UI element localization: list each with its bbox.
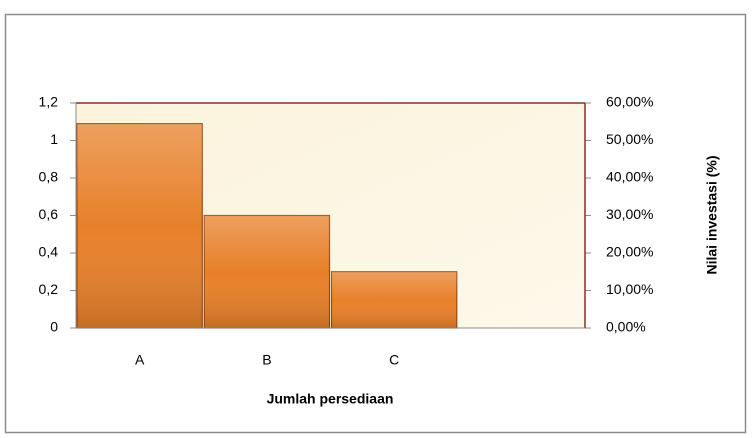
- x-axis-title: Jumlah persediaan: [267, 391, 394, 407]
- y2-tick-label: 20,00%: [606, 244, 653, 260]
- y2-axis-title: Nilai investasi (%): [704, 155, 720, 274]
- bar: [330, 271, 458, 329]
- y2-tick-label: 30,00%: [606, 206, 653, 222]
- x-tick-label: A: [135, 352, 145, 368]
- y2-tick-label: 50,00%: [606, 131, 653, 147]
- bar: [76, 123, 203, 329]
- y-tick-label: 0,8: [39, 169, 59, 185]
- y2-tick-label: 40,00%: [606, 169, 653, 185]
- y-tick-label: 0,4: [39, 244, 59, 260]
- y-tick-label: 1: [50, 131, 58, 147]
- y-tick-label: 0: [50, 319, 58, 335]
- x-tick-label: B: [262, 352, 271, 368]
- y2-tick-label: 0,00%: [606, 319, 646, 335]
- y-tick-label: 1,2: [39, 94, 59, 110]
- y-tick-label: 0,6: [39, 206, 59, 222]
- y2-tick-label: 10,00%: [606, 281, 653, 297]
- bar: [203, 214, 331, 329]
- y2-tick-label: 60,00%: [606, 94, 653, 110]
- y-tick-label: 0,2: [39, 281, 59, 297]
- x-tick-label: C: [389, 352, 399, 368]
